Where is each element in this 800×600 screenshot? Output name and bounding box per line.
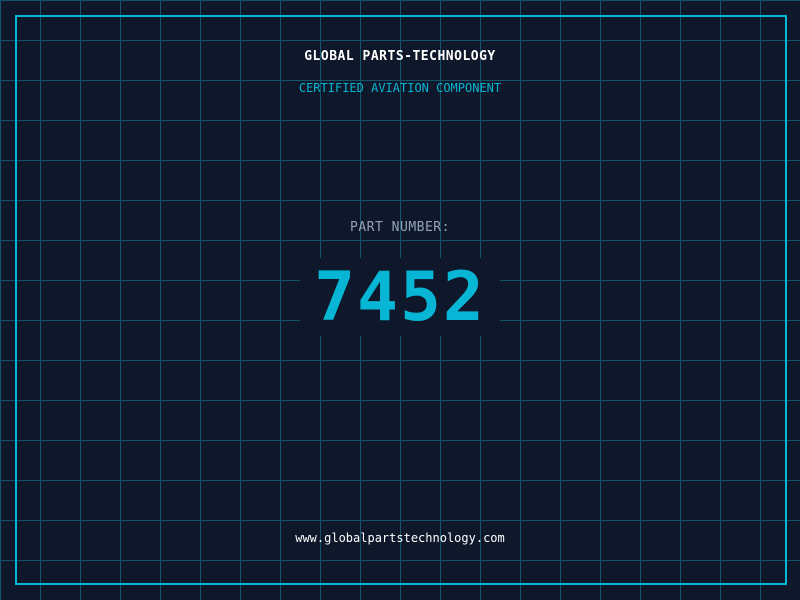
border-frame (15, 15, 787, 585)
website-url: www.globalpartstechnology.com (295, 531, 505, 545)
part-number-value: 7452 (314, 258, 486, 337)
company-title: GLOBAL PARTS-TECHNOLOGY (304, 49, 496, 64)
part-number-backdrop (300, 258, 500, 336)
part-number-label: PART NUMBER: (350, 220, 450, 235)
certification-subtitle: CERTIFIED AVIATION COMPONENT (298, 81, 502, 95)
